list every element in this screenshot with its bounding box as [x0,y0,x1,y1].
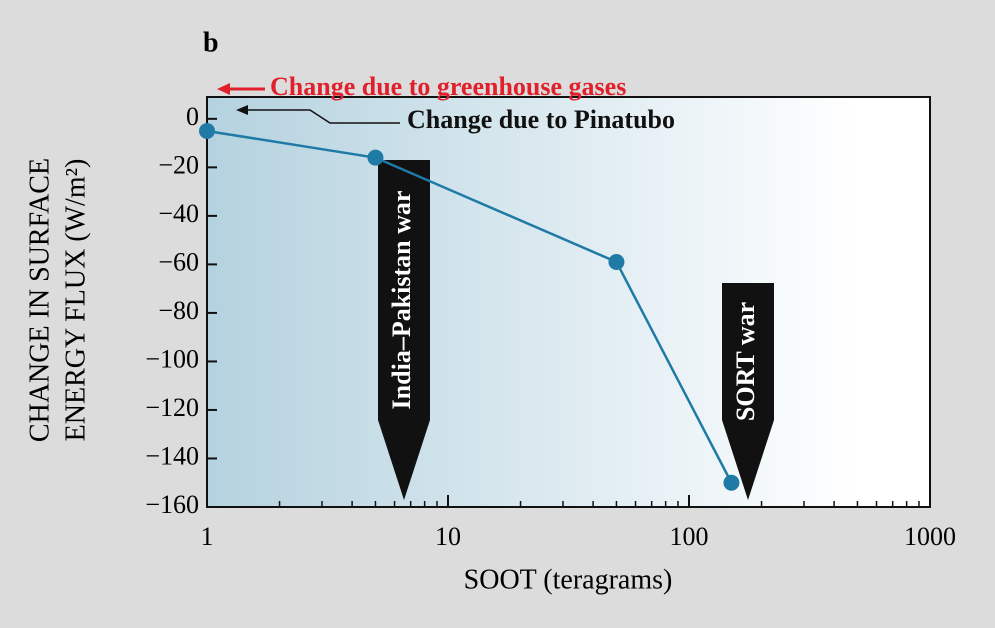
y-tick-label: −60 [158,247,199,276]
y-tick-label: −120 [145,393,199,422]
point [723,474,740,491]
arrow-marker [722,283,774,500]
line [206,129,733,484]
y-axis-title: CHANGE IN SURFACE [24,158,55,442]
y-tick-label: −80 [158,296,199,325]
x-axis-title: SOOT (teragrams) [464,564,673,595]
y-tick-label: −40 [158,199,199,228]
annotation-arrowhead [217,83,230,95]
y-tick-label: −160 [145,490,199,519]
annotation: Change due to Pinatubo [407,105,675,134]
point [199,122,215,139]
y-tick-label: −140 [145,441,199,470]
annotation: SORT war [731,302,760,421]
panel-label: b [203,27,219,58]
annotation: India–Pakistan war [387,191,416,410]
y-tick-label: 0 [186,102,199,131]
annotation-arrow [245,109,400,124]
point [367,149,384,166]
plot-area [206,96,931,508]
arrow-marker [378,160,430,500]
x-tick-label: 10 [435,522,461,551]
x-tick-label: 1000 [904,522,956,551]
x-tick-label: 1 [201,522,214,551]
annotation-arrowhead [236,105,248,115]
y-axis-title: ENERGY FLUX (W/m²) [60,159,91,442]
x-tick-label: 100 [670,522,709,551]
point [608,253,625,270]
y-tick-label: −100 [145,344,199,373]
y-tick-label: −20 [158,150,199,179]
annotation: Change due to greenhouse gases [270,72,626,101]
